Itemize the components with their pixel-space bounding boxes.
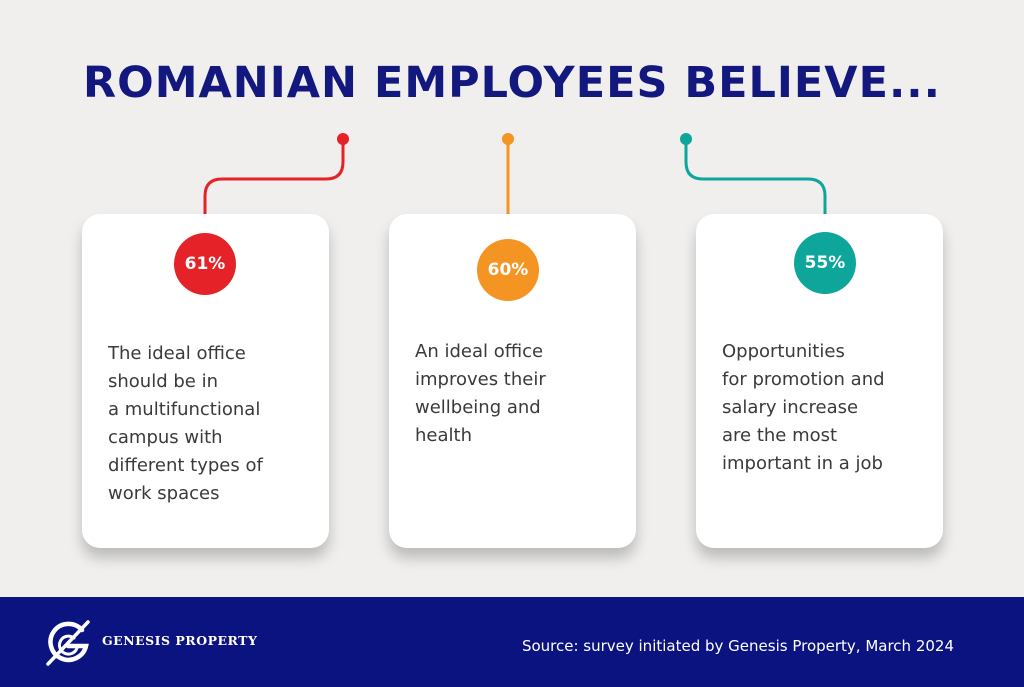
brand-name: GENESIS PROPERTY	[102, 633, 258, 648]
card-text: Opportunities for promotion and salary i…	[722, 341, 885, 474]
percent-badge-55: 55%	[794, 232, 856, 294]
percent-badge-61: 61%	[174, 233, 236, 295]
genesis-logo-icon	[46, 620, 90, 666]
connector-red	[203, 133, 349, 238]
page-title: ROMANIAN EMPLOYEES BELIEVE...	[83, 58, 941, 108]
card-text: An ideal office improves their wellbeing…	[415, 341, 546, 446]
footer-bar: GENESIS PROPERTY Source: survey initiate…	[0, 597, 1024, 687]
stat-card-3: Opportunities for promotion and salary i…	[696, 214, 943, 548]
source-note: Source: survey initiated by Genesis Prop…	[521, 637, 954, 655]
percent-badge-60: 60%	[477, 239, 539, 301]
card-text: The ideal office should be in a multifun…	[108, 343, 263, 504]
connector-teal	[680, 133, 827, 238]
connector-lines	[203, 133, 827, 245]
stat-card-1: The ideal office should be in a multifun…	[82, 214, 329, 548]
